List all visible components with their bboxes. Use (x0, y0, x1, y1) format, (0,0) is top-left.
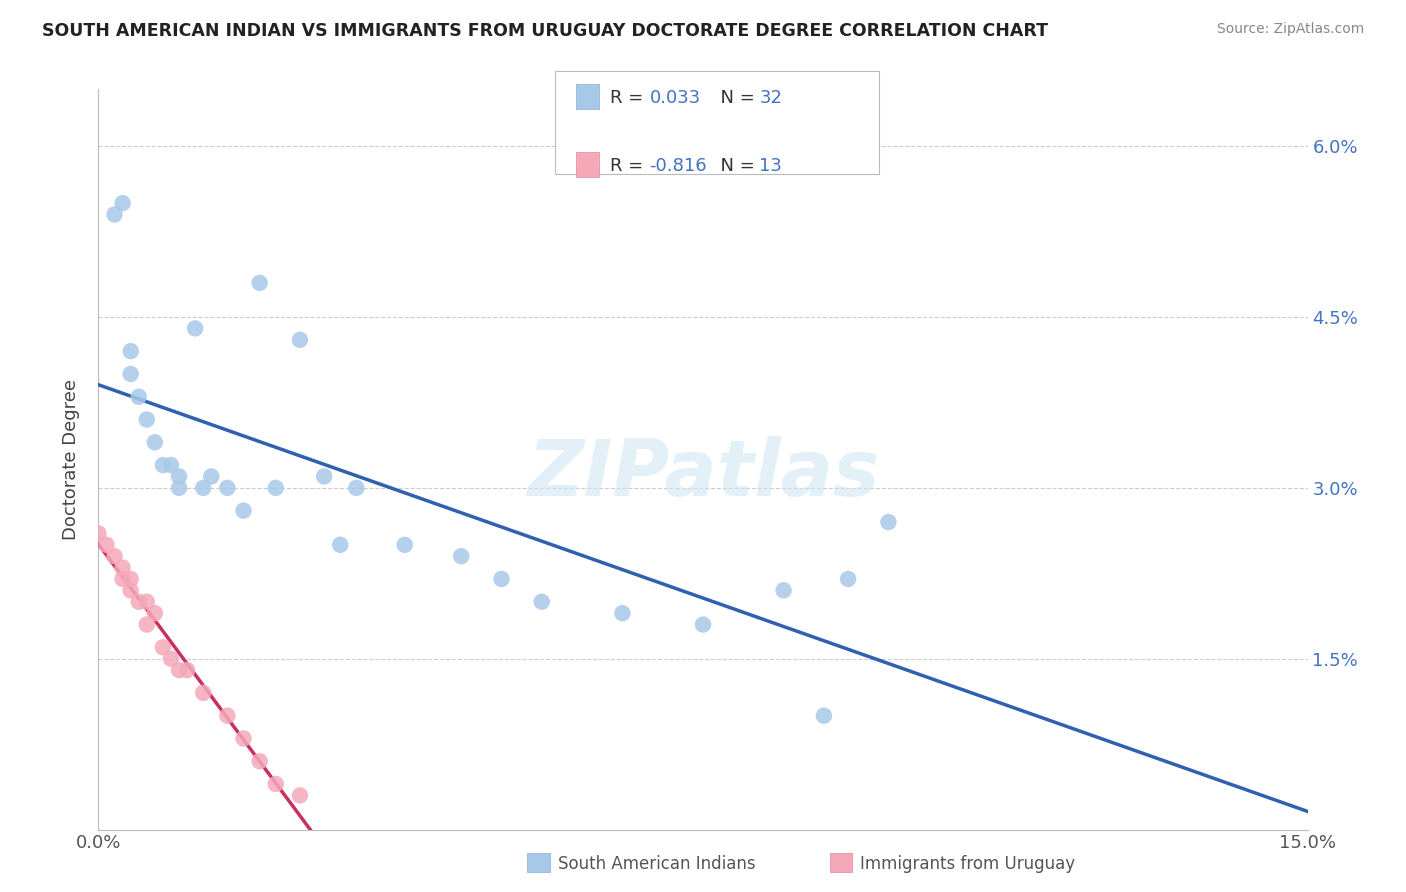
Point (491, 572, 513, 586)
Point (612, 606, 634, 620)
Point (103, 549, 125, 564)
Point (111, 196, 134, 211)
Point (877, 515, 900, 529)
Text: ZIPatlas: ZIPatlas (527, 436, 879, 512)
Point (135, 412, 157, 426)
Text: N =: N = (709, 157, 761, 175)
Point (217, 481, 239, 495)
Point (329, 538, 352, 552)
Point (135, 617, 157, 632)
Text: Source: ZipAtlas.com: Source: ZipAtlas.com (1216, 22, 1364, 37)
Point (232, 731, 254, 746)
Text: N =: N = (709, 89, 761, 107)
Point (193, 686, 215, 700)
Point (450, 549, 472, 564)
Text: R =: R = (610, 89, 650, 107)
Point (152, 640, 174, 655)
Point (103, 207, 125, 221)
Point (120, 583, 142, 598)
Point (160, 458, 183, 472)
Point (288, 333, 311, 347)
Point (120, 572, 142, 586)
Point (176, 663, 198, 677)
Point (143, 435, 166, 450)
Point (167, 663, 190, 677)
Point (530, 595, 553, 609)
Point (813, 708, 835, 723)
Point (160, 651, 183, 665)
Point (87, 526, 110, 541)
Text: 0.033: 0.033 (650, 89, 700, 107)
Text: Immigrants from Uruguay: Immigrants from Uruguay (860, 855, 1076, 872)
Point (152, 458, 174, 472)
Point (232, 503, 254, 517)
Point (111, 560, 134, 574)
Point (193, 481, 215, 495)
Point (167, 481, 190, 495)
Point (249, 276, 271, 290)
Point (128, 595, 150, 609)
Point (184, 321, 207, 335)
Point (111, 572, 134, 586)
Y-axis label: Doctorate Degree: Doctorate Degree (62, 379, 80, 540)
Point (217, 708, 239, 723)
Point (264, 777, 287, 791)
Point (692, 617, 714, 632)
Point (772, 583, 794, 598)
Point (200, 469, 222, 483)
Point (394, 538, 416, 552)
Point (128, 390, 150, 404)
Point (344, 481, 367, 495)
Point (96, 538, 118, 552)
Text: 32: 32 (759, 89, 782, 107)
Point (120, 344, 142, 359)
Point (167, 469, 190, 483)
Point (143, 606, 166, 620)
Text: -0.816: -0.816 (650, 157, 707, 175)
Text: R =: R = (610, 157, 650, 175)
Point (314, 469, 336, 483)
Point (264, 481, 287, 495)
Text: 13: 13 (759, 157, 782, 175)
Text: SOUTH AMERICAN INDIAN VS IMMIGRANTS FROM URUGUAY DOCTORATE DEGREE CORRELATION CH: SOUTH AMERICAN INDIAN VS IMMIGRANTS FROM… (42, 22, 1049, 40)
Point (120, 367, 142, 381)
Point (135, 595, 157, 609)
Point (288, 789, 311, 803)
Text: South American Indians: South American Indians (558, 855, 756, 872)
Point (837, 572, 859, 586)
Point (249, 754, 271, 768)
